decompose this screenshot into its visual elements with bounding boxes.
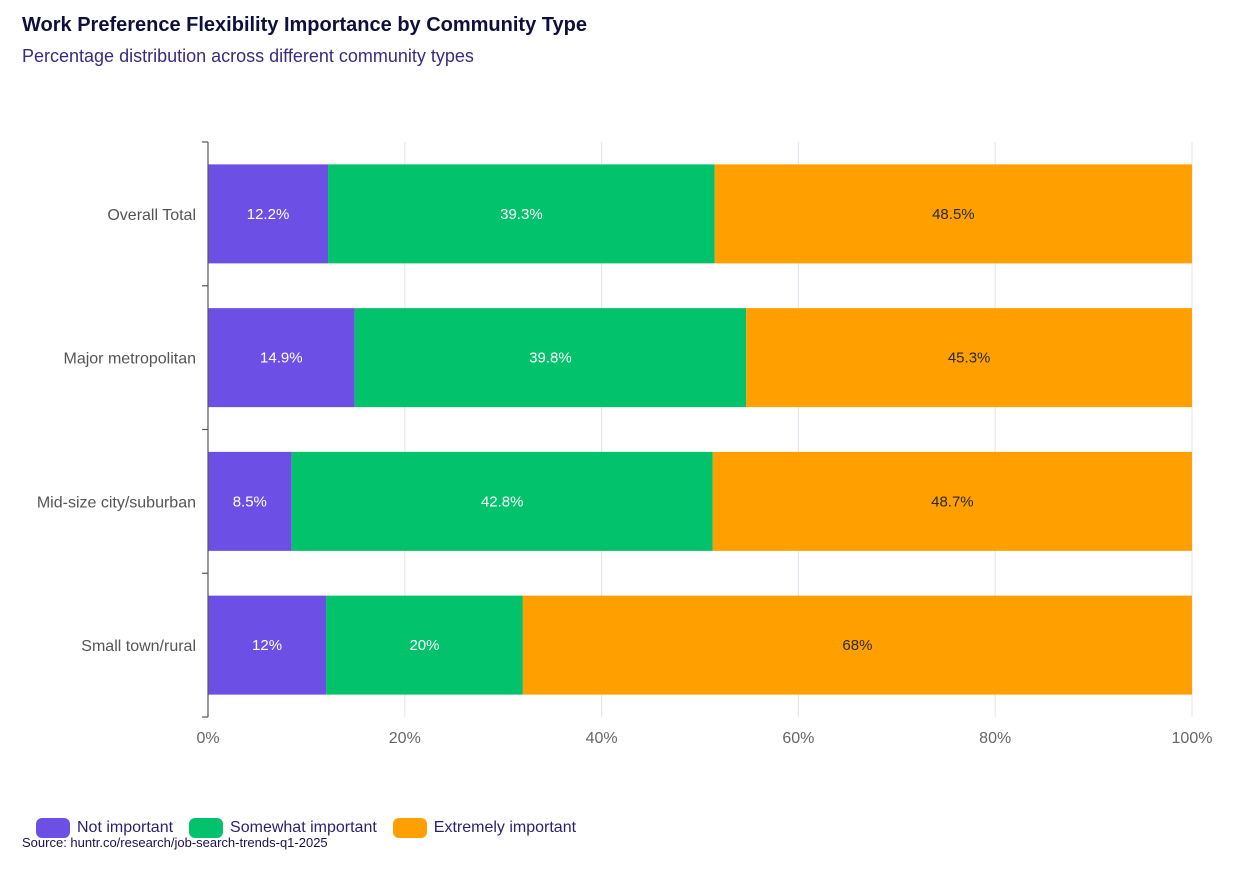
legend-swatch-somewhat-important [189, 818, 224, 838]
data-label: 12% [252, 637, 282, 654]
category-label: Mid-size city/suburban [37, 494, 196, 511]
data-label: 39.8% [529, 350, 572, 367]
bar-segment[interactable] [326, 595, 523, 695]
bar-segment[interactable] [714, 164, 1192, 264]
x-tick-label: 100% [1172, 730, 1213, 747]
data-label: 39.3% [500, 206, 543, 223]
data-label: 48.5% [932, 206, 975, 223]
legend-item-somewhat-important[interactable]: Somewhat important [189, 818, 377, 838]
bar-segment[interactable] [712, 451, 1192, 551]
bar-segment[interactable] [291, 451, 713, 551]
category-label: Overall Total [107, 207, 196, 224]
bar-segment[interactable] [522, 595, 1192, 695]
x-tick-label: 0% [196, 730, 219, 747]
bar-segment[interactable] [208, 451, 292, 551]
data-label: 68% [842, 637, 872, 654]
bar-segment[interactable] [746, 308, 1192, 408]
legend-label-somewhat-important: Somewhat important [230, 819, 377, 836]
x-tick-label: 80% [979, 730, 1011, 747]
data-label: 8.5% [233, 493, 267, 510]
bar-segment[interactable] [208, 595, 327, 695]
data-label: 42.8% [481, 493, 524, 510]
legend-item-extremely-important[interactable]: Extremely important [392, 818, 577, 838]
legend-label-not-important: Not important [77, 819, 174, 836]
chart-legend: Not important Somewhat important Extreme… [36, 818, 592, 838]
legend-item-not-important[interactable]: Not important [36, 818, 173, 838]
legend-swatch-extremely-important [392, 818, 427, 838]
bar-segment[interactable] [328, 164, 715, 264]
category-label: Small town/rural [81, 638, 196, 655]
bar-segment[interactable] [208, 164, 329, 264]
source-note: Source: huntr.co/research/job-search-tre… [22, 835, 328, 850]
legend-swatch-not-important [36, 818, 70, 838]
legend-label-extremely-important: Extremely important [433, 819, 577, 836]
data-label: 12.2% [247, 206, 290, 223]
bar-segment[interactable] [208, 308, 355, 408]
x-tick-label: 60% [782, 730, 814, 747]
x-tick-label: 20% [389, 730, 421, 747]
chart-title: Work Preference Flexibility Importance b… [22, 14, 587, 36]
data-label: 20% [409, 637, 439, 654]
category-label: Major metropolitan [64, 351, 197, 368]
data-label: 48.7% [931, 493, 974, 510]
data-label: 45.3% [948, 350, 991, 367]
data-label: 14.9% [260, 350, 303, 367]
x-tick-label: 40% [586, 730, 618, 747]
chart-subtitle: Percentage distribution across different… [22, 46, 474, 66]
bar-segment[interactable] [354, 308, 747, 408]
